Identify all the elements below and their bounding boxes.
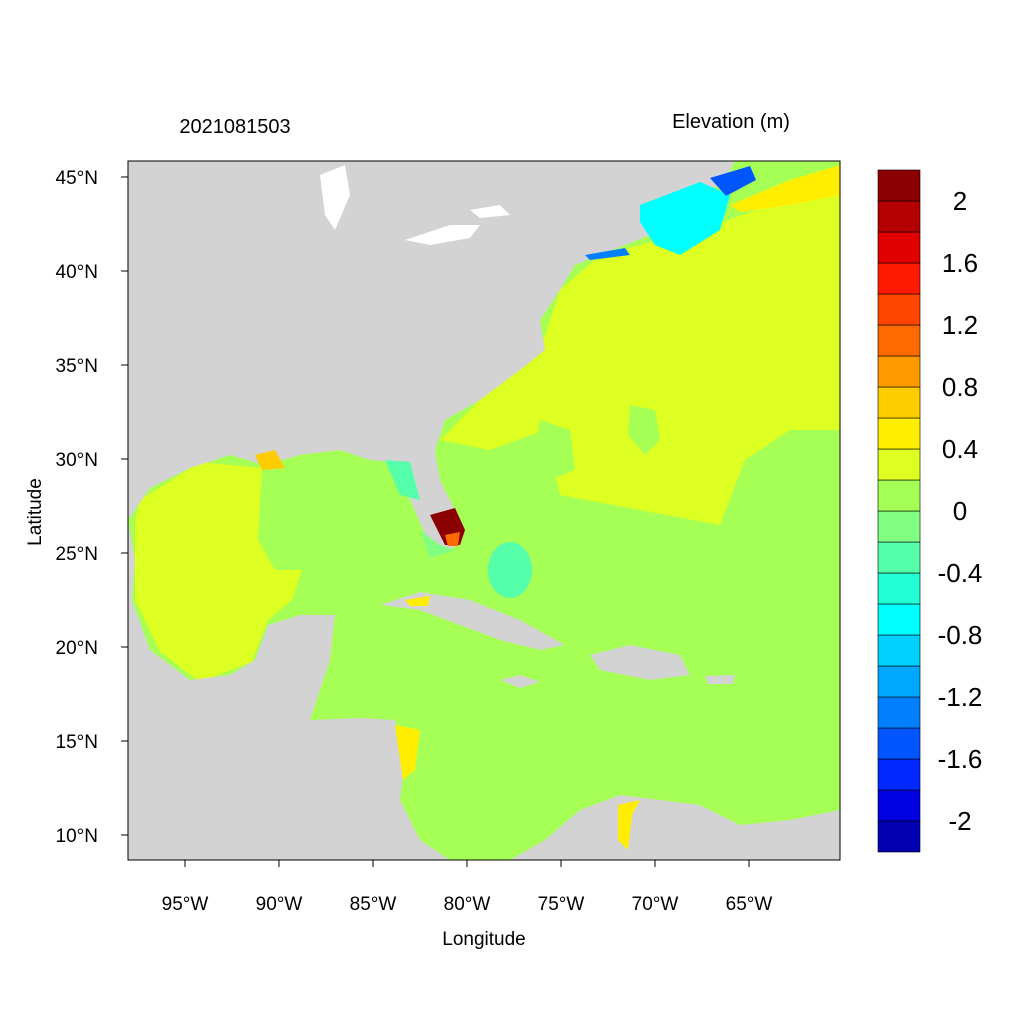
plot-frame xyxy=(127,160,841,861)
colorbar-box xyxy=(877,665,921,698)
x-tick-label: 70°W xyxy=(632,894,679,915)
legend-title: Elevation (m) xyxy=(672,111,790,133)
colorbar-label: -0.8 xyxy=(938,620,983,650)
colorbar-box xyxy=(877,293,921,326)
surge-region xyxy=(618,800,640,850)
map-title: 2021081503 xyxy=(179,116,290,138)
surge-region xyxy=(440,180,840,525)
colorbar-box xyxy=(877,541,921,574)
land xyxy=(510,795,840,860)
y-tick-label: 20°N xyxy=(56,638,98,659)
surge-region xyxy=(255,450,285,470)
colorbar-box xyxy=(877,634,921,667)
colorbar-label: 0 xyxy=(953,496,967,526)
land xyxy=(590,645,690,680)
colorbar-box xyxy=(877,603,921,636)
colorbar-box xyxy=(877,355,921,388)
surge-region xyxy=(628,405,660,455)
colorbar-box xyxy=(877,386,921,419)
colorbar-label: 0.8 xyxy=(942,372,978,402)
surge-region xyxy=(640,182,730,255)
colorbar-label: 2 xyxy=(953,186,967,216)
surge-region xyxy=(135,462,302,682)
land xyxy=(705,675,735,684)
x-tick-label: 90°W xyxy=(256,894,303,915)
surge-region xyxy=(420,530,455,558)
colorbar-box xyxy=(877,417,921,450)
y-tick-label: 25°N xyxy=(56,544,98,565)
land xyxy=(128,520,450,860)
land xyxy=(128,161,735,552)
y-tick-label: 30°N xyxy=(56,450,98,471)
y-tick-label: 40°N xyxy=(56,262,98,283)
colorbar-box xyxy=(877,572,921,605)
surge-region xyxy=(445,532,460,546)
y-tick-label: 35°N xyxy=(56,356,98,377)
land xyxy=(500,675,540,688)
colorbar-box xyxy=(877,231,921,264)
colorbar-box xyxy=(877,200,921,233)
colorbar-box xyxy=(877,262,921,295)
colorbar-label: -0.4 xyxy=(938,558,983,588)
lake xyxy=(470,205,510,218)
x-tick-label: 80°W xyxy=(444,894,491,915)
surge-region xyxy=(488,542,532,598)
colorbar-box xyxy=(877,479,921,512)
surge-region xyxy=(405,596,430,606)
colorbar-box xyxy=(877,789,921,822)
x-axis-label: Longitude xyxy=(442,929,525,950)
x-tick-label: 85°W xyxy=(350,894,397,915)
y-tick-label: 10°N xyxy=(56,826,98,847)
colorbar-label: 0.4 xyxy=(942,434,978,464)
map-area xyxy=(128,161,840,860)
surge-region xyxy=(730,165,840,212)
y-axis-label: Latitude xyxy=(25,478,46,546)
colorbar-box xyxy=(877,510,921,543)
colorbar-label: -2 xyxy=(948,806,971,836)
surge-region xyxy=(710,166,756,196)
colorbar-label: -1.6 xyxy=(938,744,983,774)
colorbar-box xyxy=(877,169,921,202)
surge-region xyxy=(535,420,575,480)
y-tick-label: 45°N xyxy=(56,168,98,189)
x-tick-label: 65°W xyxy=(726,894,773,915)
surge-region xyxy=(395,725,420,780)
colorbar-box xyxy=(877,324,921,357)
colorbar-box xyxy=(877,758,921,791)
surge-region xyxy=(585,248,630,260)
colorbar-box xyxy=(877,727,921,760)
x-tick-label: 95°W xyxy=(162,894,209,915)
lake xyxy=(320,165,350,230)
colorbar-box xyxy=(877,820,921,853)
x-tick-label: 75°W xyxy=(538,894,585,915)
colorbar-label: 1.2 xyxy=(942,310,978,340)
land xyxy=(380,592,565,650)
y-tick-label: 15°N xyxy=(56,732,98,753)
colorbar-label: 1.6 xyxy=(942,248,978,278)
colorbar-box xyxy=(877,448,921,481)
colorbar-label: -1.2 xyxy=(938,682,983,712)
colorbar-box xyxy=(877,696,921,729)
surge-region xyxy=(385,460,420,500)
lake xyxy=(405,225,480,245)
